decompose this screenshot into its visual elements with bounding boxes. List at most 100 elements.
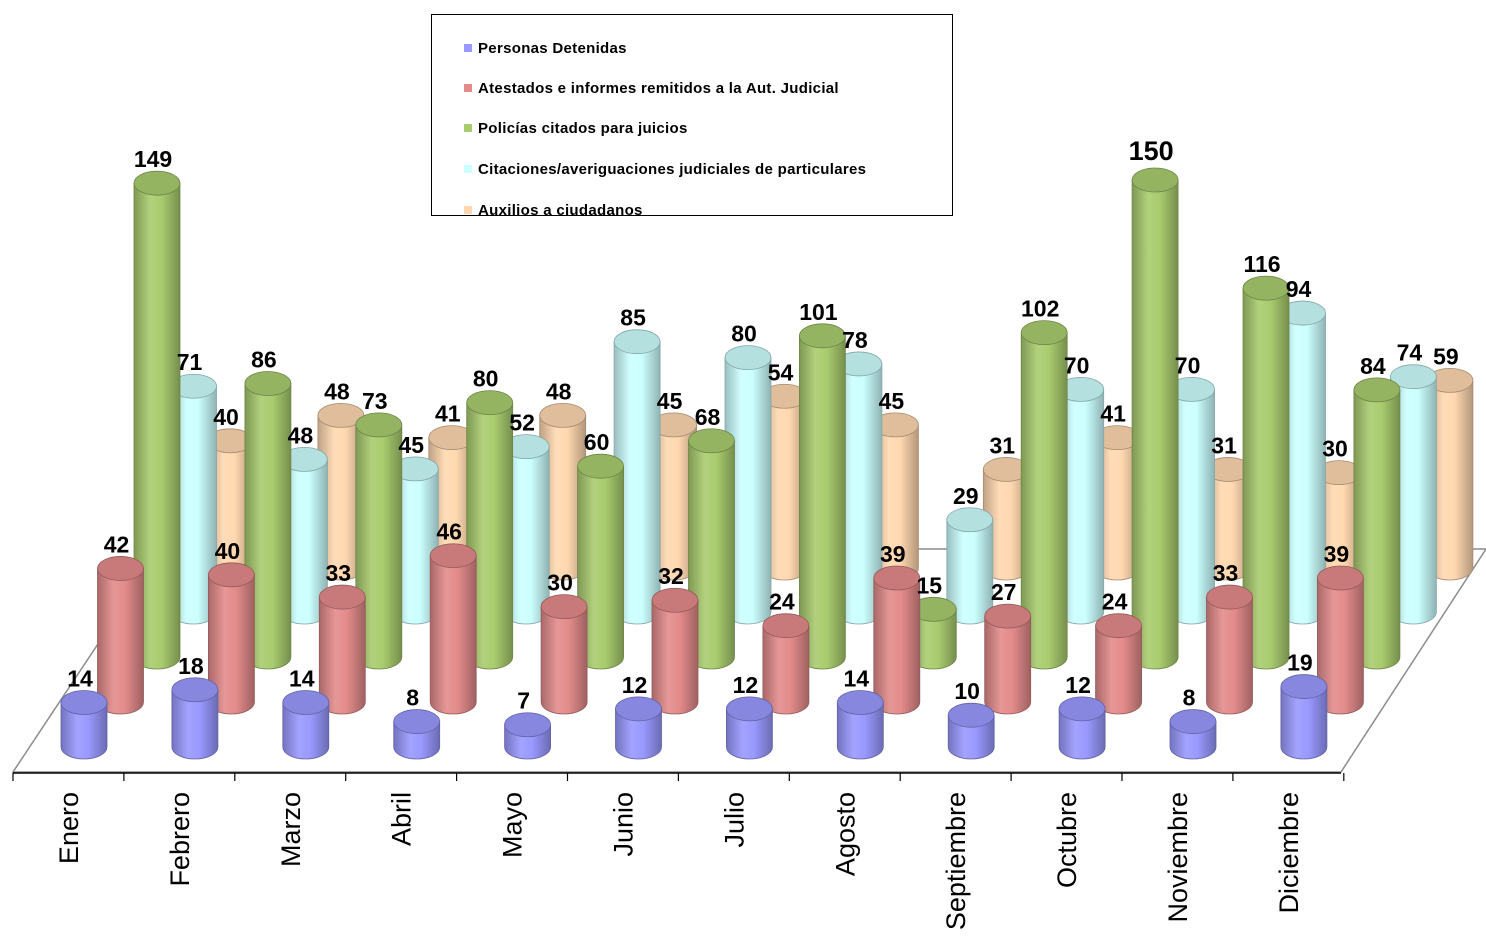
- data-label: 150: [1129, 136, 1174, 166]
- cylinder-personas-detenidas: [1280, 674, 1328, 760]
- data-label: 7: [517, 688, 530, 714]
- cylinder-top: [726, 696, 773, 722]
- cylinder-atestados-e-informes-remitidos-a-la-aut-judicial: [429, 543, 477, 715]
- legend-item-personas-detenidas: Personas Detenidas: [464, 38, 627, 58]
- cylinder-personas-detenidas: [836, 690, 884, 760]
- data-label: 32: [658, 563, 684, 589]
- data-label: 45: [879, 388, 905, 414]
- cylinder-top: [393, 709, 441, 734]
- cylinder-personas-detenidas: [1058, 696, 1106, 760]
- cylinder-body: [762, 625, 810, 715]
- cylinder-atestados-e-informes-remitidos-a-la-aut-judicial: [873, 565, 921, 715]
- cylinder-policias-citados-para-juicios: [799, 323, 846, 670]
- cylinder-atestados-e-informes-remitidos-a-la-aut-judicial: [651, 587, 699, 715]
- cylinder-top: [244, 371, 292, 396]
- cylinder-body: [1095, 625, 1142, 715]
- data-label: 41: [1100, 401, 1126, 427]
- cylinder-top: [836, 690, 884, 715]
- cylinder-personas-detenidas: [282, 690, 330, 760]
- cylinder-atestados-e-informes-remitidos-a-la-aut-judicial: [318, 584, 366, 715]
- cylinder-top: [1058, 696, 1106, 722]
- cylinder-top: [1242, 275, 1290, 301]
- month-labels: Enero Febrero Marzo Abril Mayo Junio Julio Agos…: [54, 792, 1304, 930]
- data-label: 94: [1286, 276, 1312, 302]
- data-label: 39: [880, 541, 906, 567]
- data-label: 80: [473, 366, 499, 392]
- month-label: Septiembre: [941, 792, 971, 930]
- cylinder-top: [1353, 377, 1401, 403]
- data-label: 18: [178, 653, 204, 679]
- cylinder-top: [946, 507, 994, 533]
- cylinder-top: [540, 594, 588, 619]
- cylinder-body: [1206, 596, 1253, 715]
- data-label: 39: [1324, 541, 1350, 567]
- cylinder-personas-detenidas: [393, 709, 441, 760]
- cylinder-atestados-e-informes-remitidos-a-la-aut-judicial: [1317, 565, 1364, 715]
- data-label: 29: [953, 483, 979, 509]
- cylinder-body: [1280, 686, 1328, 760]
- legend-swatch: [464, 206, 472, 214]
- cylinder-atestados-e-informes-remitidos-a-la-aut-judicial: [762, 613, 810, 715]
- data-label: 68: [695, 404, 721, 430]
- data-label: 80: [731, 321, 757, 347]
- data-label: 12: [1065, 672, 1091, 698]
- cylinder-body: [947, 714, 995, 760]
- cylinder-body: [171, 689, 219, 760]
- cylinder-top: [1131, 167, 1179, 193]
- data-label: 42: [104, 531, 130, 557]
- data-label: 84: [1360, 353, 1386, 379]
- cylinder-top: [688, 428, 735, 454]
- cylinder-personas-detenidas: [504, 712, 551, 760]
- cylinder-body: [282, 702, 330, 760]
- cylinder-top: [97, 556, 144, 581]
- cylinder-top: [1317, 565, 1364, 591]
- data-label: 74: [1397, 340, 1423, 366]
- data-label: 27: [991, 579, 1017, 605]
- cylinder-atestados-e-informes-remitidos-a-la-aut-judicial: [97, 556, 144, 715]
- cylinder-atestados-e-informes-remitidos-a-la-aut-judicial: [540, 594, 588, 715]
- cylinder-body: [799, 335, 846, 670]
- cylinder-top: [429, 543, 477, 569]
- cylinder-top: [318, 584, 366, 610]
- cylinder-auxilios-a-ciudadanos: [1426, 367, 1474, 581]
- month-label: Junio: [609, 792, 639, 857]
- cylinder-body: [60, 702, 108, 760]
- cylinder-body: [540, 606, 588, 715]
- cylinder-policias-citados-para-juicios: [1131, 167, 1179, 670]
- data-label: 14: [289, 665, 315, 691]
- data-label: 45: [399, 432, 425, 458]
- data-label: 46: [436, 519, 462, 545]
- cylinder-top: [615, 696, 662, 722]
- cylinder-atestados-e-informes-remitidos-a-la-aut-judicial: [207, 562, 255, 715]
- data-label: 19: [1287, 650, 1313, 676]
- month-label: Julio: [719, 792, 749, 848]
- cylinder-top: [799, 323, 846, 349]
- data-label: 86: [251, 347, 277, 373]
- month-label: Agosto: [830, 792, 860, 876]
- legend-label: Personas Detenidas: [478, 39, 627, 57]
- cylinder-atestados-e-informes-remitidos-a-la-aut-judicial: [1095, 613, 1142, 715]
- month-label: Enero: [54, 792, 84, 864]
- month-label: Marzo: [276, 792, 306, 867]
- data-label: 33: [326, 560, 352, 586]
- data-label: 8: [406, 685, 419, 711]
- cylinder-body: [836, 702, 884, 760]
- cylinder-top: [1169, 709, 1217, 734]
- cylinder-personas-detenidas: [947, 702, 995, 760]
- data-label: 70: [1064, 352, 1090, 378]
- cylinder-top: [207, 562, 255, 588]
- legend-swatch: [464, 124, 472, 132]
- month-label: Abril: [387, 792, 417, 846]
- data-label: 40: [213, 404, 239, 430]
- cylinder-top: [504, 712, 551, 738]
- data-label: 102: [1021, 296, 1059, 322]
- cylinder-atestados-e-informes-remitidos-a-la-aut-judicial: [1206, 584, 1253, 715]
- cylinder-policias-citados-para-juicios: [577, 453, 624, 670]
- cylinder-citaciones-averiguaciones-judiciales-de-particulares: [724, 345, 772, 625]
- cylinder-personas-detenidas: [60, 690, 108, 760]
- data-label: 24: [769, 589, 795, 615]
- data-label: 14: [67, 665, 93, 691]
- legend-item-atestados: Atestados e informes remitidos a la Aut.…: [464, 78, 839, 98]
- data-label: 31: [1211, 432, 1237, 458]
